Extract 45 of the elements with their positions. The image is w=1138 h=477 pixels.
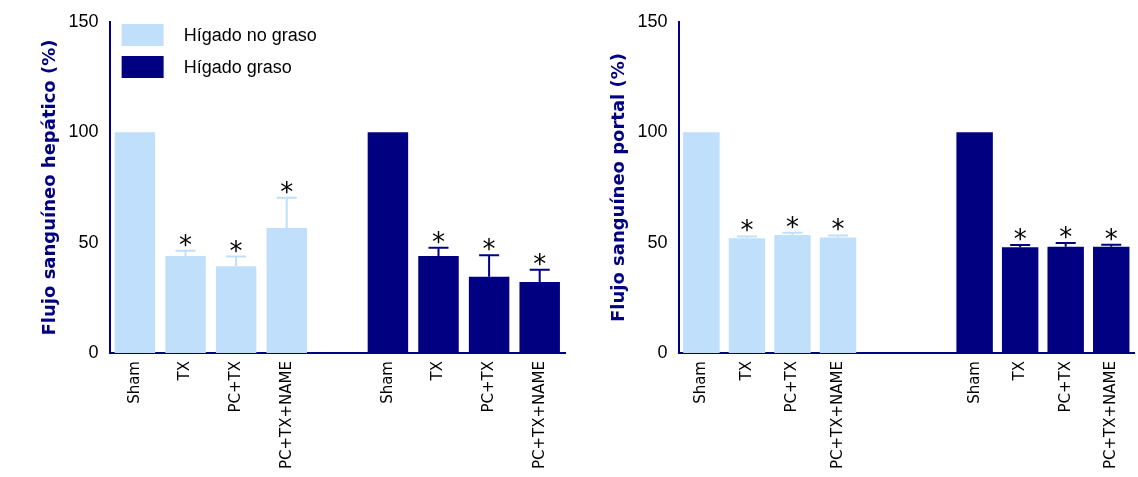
x-tick-label: Sham xyxy=(691,361,710,404)
y-tick-label: 50 xyxy=(647,231,668,252)
y-tick-label: 100 xyxy=(637,121,668,142)
data-label: * xyxy=(179,229,193,260)
x-tick-label: Sham xyxy=(124,361,143,404)
data-label: * xyxy=(831,214,845,245)
y-tick-label: 0 xyxy=(657,341,668,362)
data-label: * xyxy=(1104,223,1118,254)
y-tick-label: 50 xyxy=(78,231,99,252)
x-tick-label: PC+TX xyxy=(479,361,497,413)
x-tick-label: PC+TX+NAME xyxy=(827,361,846,469)
data-label: * xyxy=(740,215,754,246)
x-tick-label: PC+TX xyxy=(226,361,245,413)
y-axis-title: Flujo sanguíneo portal (%) xyxy=(607,52,629,323)
bar xyxy=(683,132,720,353)
data-label: * xyxy=(533,248,547,279)
x-tick-label: Sham xyxy=(964,361,983,404)
x-tick-label: PC+TX xyxy=(782,361,801,413)
x-tick-label: TX xyxy=(175,361,194,382)
x-tick-label: Sham xyxy=(377,361,396,404)
x-tick-label: TX xyxy=(736,361,755,382)
x-tick-label: TX xyxy=(428,361,447,382)
data-label: * xyxy=(280,176,294,207)
bar xyxy=(774,234,811,353)
y-tick-label: 0 xyxy=(88,341,99,362)
x-tick-label: TX xyxy=(1010,361,1029,382)
data-label: * xyxy=(432,226,446,257)
legend-label: Hígado no graso xyxy=(183,24,317,45)
y-tick-label: 150 xyxy=(637,10,668,31)
x-tick-label: PC+TX xyxy=(1055,361,1074,413)
y-axis-title: Flujo sanguíneo hepático (%) xyxy=(38,39,60,336)
data-label: * xyxy=(1059,221,1073,252)
legend-label: Hígado graso xyxy=(183,56,292,77)
x-tick-label: PC+TX+NAME xyxy=(529,361,548,469)
y-tick-label: 100 xyxy=(68,121,99,142)
data-label: * xyxy=(1013,224,1027,255)
data-label: * xyxy=(482,234,496,265)
bar xyxy=(114,132,156,353)
x-tick-label: PC+TX+NAME xyxy=(1101,361,1120,469)
data-label: * xyxy=(229,235,243,266)
bar xyxy=(819,237,857,353)
bar xyxy=(728,238,766,353)
y-tick-label: 150 xyxy=(68,10,99,31)
x-tick-label: PC+TX+NAME xyxy=(276,361,295,469)
data-label: * xyxy=(785,211,799,242)
